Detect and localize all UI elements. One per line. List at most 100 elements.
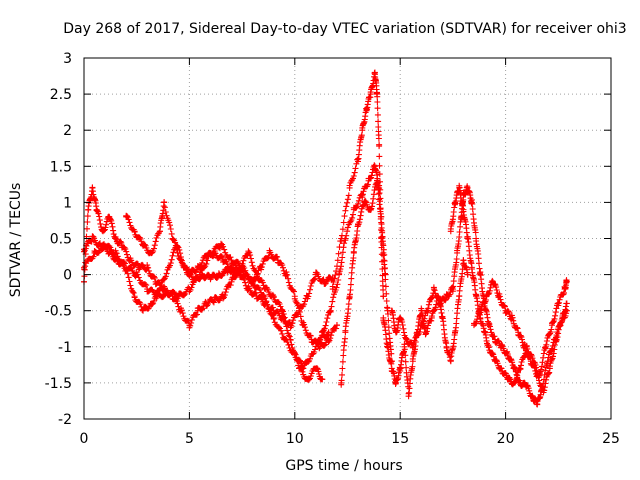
- x-tick-label: 15: [391, 431, 409, 447]
- data-point: [196, 271, 203, 278]
- data-point: [291, 351, 298, 358]
- data-point: [374, 91, 381, 98]
- data-point: [443, 343, 450, 350]
- data-point: [376, 141, 383, 148]
- y-tick-label: 1.5: [50, 159, 72, 175]
- data-point: [460, 206, 467, 213]
- x-tick-label: 10: [286, 431, 304, 447]
- data-point: [492, 336, 499, 343]
- data-point: [249, 278, 256, 285]
- data-point: [397, 314, 404, 321]
- x-tick-label: 20: [497, 431, 515, 447]
- x-tick-label: 25: [602, 431, 620, 447]
- data-point: [447, 228, 454, 235]
- data-point: [140, 307, 147, 314]
- axis-ticks: [83, 57, 612, 420]
- data-point: [397, 365, 404, 372]
- data-point: [424, 307, 431, 314]
- data-point: [317, 336, 324, 343]
- data-point: [481, 329, 488, 336]
- data-point: [363, 105, 370, 112]
- data-point: [165, 289, 172, 296]
- data-point: [194, 264, 201, 271]
- data-point: [186, 286, 193, 293]
- data-point: [319, 329, 326, 336]
- data-point: [534, 401, 541, 408]
- data-point: [91, 249, 98, 256]
- y-tick-label: 0: [63, 268, 72, 284]
- data-point: [258, 264, 265, 271]
- y-tick-labels: -2 -1.5 -1 -0.5 0 0.5 1 1.5 2 2.5 3: [45, 51, 72, 428]
- data-point: [350, 206, 357, 213]
- data-point: [156, 228, 163, 235]
- data-point: [133, 271, 140, 278]
- data-point: [473, 293, 480, 300]
- data-point: [371, 69, 378, 76]
- data-point: [485, 322, 492, 329]
- data-point: [123, 264, 130, 271]
- data-point: [308, 351, 315, 358]
- data-point: [542, 343, 549, 350]
- data-point: [489, 278, 496, 285]
- data-point: [388, 307, 395, 314]
- data-point: [270, 293, 277, 300]
- data-point: [211, 296, 218, 303]
- data-point: [452, 329, 459, 336]
- y-tick-label: -1.5: [45, 376, 72, 392]
- data-point: [403, 336, 410, 343]
- data-point: [152, 278, 159, 285]
- data-point: [517, 365, 524, 372]
- data-point: [428, 314, 435, 321]
- data-point: [93, 206, 100, 213]
- data-point: [540, 387, 547, 394]
- data-point: [102, 242, 109, 249]
- data-point: [253, 293, 260, 300]
- data-point: [203, 300, 210, 307]
- data-point: [418, 322, 425, 329]
- data-point: [498, 365, 505, 372]
- data-point: [304, 293, 311, 300]
- data-point: [283, 271, 290, 278]
- data-point: [371, 163, 378, 170]
- data-point: [563, 300, 570, 307]
- series-track-k: [470, 277, 570, 396]
- data-point: [388, 365, 395, 372]
- data-point: [89, 184, 96, 191]
- data-point: [502, 307, 509, 314]
- x-tick-labels: 0 5 10 15 20 25: [80, 431, 620, 447]
- data-point: [452, 199, 459, 206]
- data-point: [355, 221, 362, 228]
- data-point: [333, 322, 340, 329]
- data-point: [220, 257, 227, 264]
- data-point: [165, 264, 172, 271]
- data-point: [367, 206, 374, 213]
- data-point: [401, 343, 408, 350]
- data-point: [338, 379, 345, 386]
- data-point: [374, 177, 381, 184]
- data-point: [409, 343, 416, 350]
- data-point: [194, 307, 201, 314]
- data-point: [220, 293, 227, 300]
- data-point: [422, 329, 429, 336]
- data-point: [561, 286, 568, 293]
- data-point: [409, 358, 416, 365]
- data-point: [325, 329, 332, 336]
- data-point: [477, 307, 484, 314]
- data-point: [312, 365, 319, 372]
- data-point: [504, 376, 511, 383]
- data-point: [135, 264, 142, 271]
- x-tick-label: 0: [80, 431, 89, 447]
- data-point: [517, 379, 524, 386]
- data-point: [477, 271, 484, 278]
- data-point: [245, 249, 252, 256]
- data-point: [511, 365, 518, 372]
- data-point: [300, 322, 307, 329]
- data-point: [118, 242, 125, 249]
- data-point: [186, 271, 193, 278]
- data-point: [559, 314, 566, 321]
- data-point: [291, 293, 298, 300]
- data-point: [483, 293, 490, 300]
- data-point: [123, 213, 130, 220]
- data-point: [496, 293, 503, 300]
